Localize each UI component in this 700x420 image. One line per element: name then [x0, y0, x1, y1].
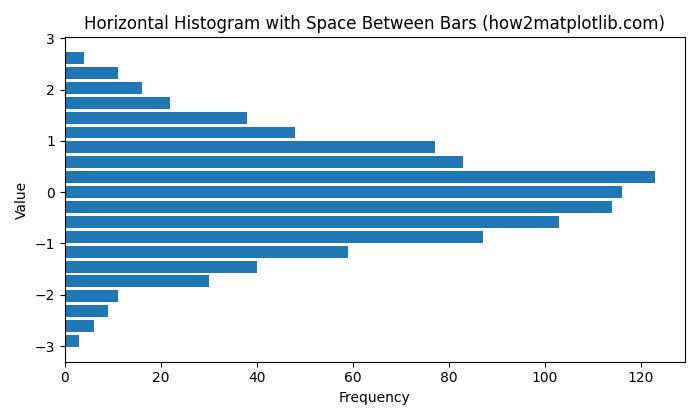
Bar [65, 231, 482, 243]
Title: Horizontal Histogram with Space Between Bars (how2matplotlib.com): Horizontal Histogram with Space Between … [85, 15, 666, 33]
Bar [65, 290, 118, 302]
Bar [65, 82, 141, 94]
Bar [65, 112, 247, 123]
Bar [65, 260, 257, 273]
X-axis label: Frequency: Frequency [339, 391, 411, 405]
Bar [65, 142, 435, 153]
Bar [65, 52, 84, 64]
Bar [65, 335, 79, 347]
Bar [65, 97, 170, 109]
Bar [65, 201, 612, 213]
Bar [65, 126, 295, 139]
Bar [65, 67, 118, 79]
Bar [65, 276, 209, 287]
Bar [65, 246, 348, 257]
Bar [65, 216, 559, 228]
Bar [65, 171, 655, 183]
Bar [65, 186, 622, 198]
Bar [65, 156, 463, 168]
Bar [65, 305, 108, 317]
Bar [65, 320, 94, 332]
Y-axis label: Value: Value [15, 181, 29, 218]
